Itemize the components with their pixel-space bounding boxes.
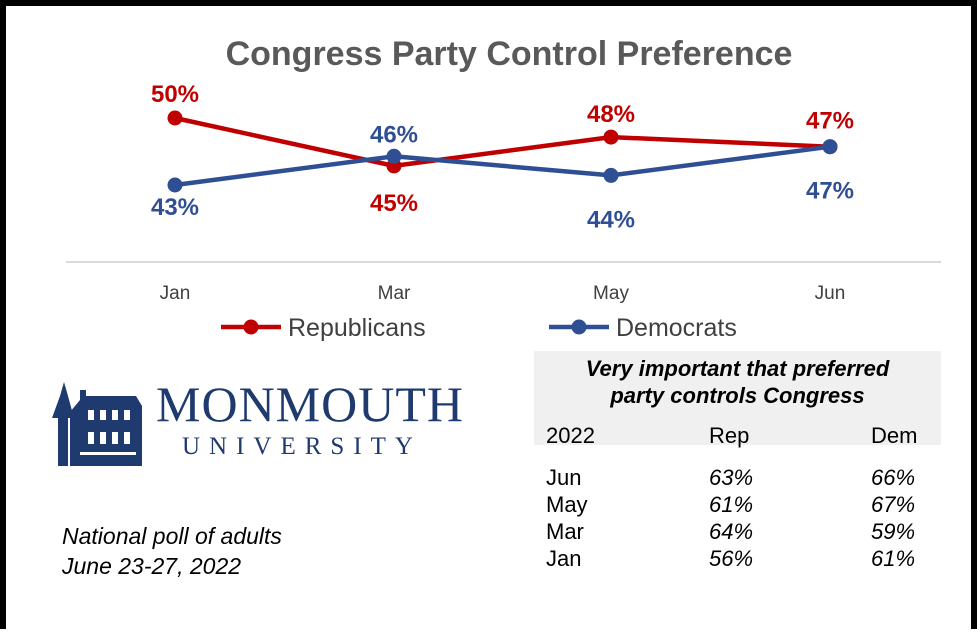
legend: Republicans Democrats xyxy=(221,314,737,342)
democrats-point-mar xyxy=(386,148,402,164)
legend-label-republicans: Republicans xyxy=(288,314,426,342)
republicans-label-mar: 45% xyxy=(370,190,418,217)
header-dem: Dem xyxy=(871,423,918,448)
row-dem: 66% xyxy=(871,465,916,490)
democrats-point-may xyxy=(603,167,619,183)
logo-subtitle: UNIVERSITY xyxy=(182,433,422,460)
row-month: Jun xyxy=(546,465,582,490)
table-header-panel: Very important that preferred party cont… xyxy=(534,351,941,445)
header-rep: Rep xyxy=(709,423,750,448)
x-axis-ticks: Jan Mar May Jun xyxy=(160,283,846,304)
row-rep: 64% xyxy=(709,519,754,544)
republicans-point-jan xyxy=(167,110,183,126)
x-tick-label-jun: Jun xyxy=(815,283,846,304)
table-header-row: 2022 Rep Dem xyxy=(546,423,936,449)
republicans-point-may xyxy=(603,129,619,145)
legend-marker-democrats xyxy=(571,319,587,335)
header-year: 2022 xyxy=(546,423,595,448)
series-line-republicans xyxy=(172,115,833,169)
logo-wordmark: MONMOUTH xyxy=(156,376,464,432)
monmouth-logo: MONMOUTH UNIVERSITY xyxy=(50,376,470,468)
x-tick-label-mar: Mar xyxy=(378,283,411,304)
row-rep: 61% xyxy=(709,492,754,517)
table-row: May 61% 67% xyxy=(546,492,936,518)
democrats-point-jun xyxy=(822,139,838,155)
x-tick-label-may: May xyxy=(593,283,629,304)
democrats-point-jan xyxy=(167,177,183,193)
legend-marker-republicans xyxy=(243,319,259,335)
chart-title: Congress Party Control Preference xyxy=(226,35,793,73)
table-title-line2: party controls Congress xyxy=(610,383,865,408)
row-dem: 59% xyxy=(871,519,916,544)
row-dem: 67% xyxy=(871,492,916,517)
democrats-label-jan: 43% xyxy=(151,194,199,221)
table-row: Jan 56% 61% xyxy=(546,546,936,572)
row-month: Mar xyxy=(546,519,584,544)
footnote-dates: June 23-27, 2022 xyxy=(62,553,242,579)
row-rep: 56% xyxy=(709,546,754,571)
republicans-label-jan: 50% xyxy=(151,81,199,108)
democrats-label-mar: 46% xyxy=(370,121,418,148)
series-line-democrats xyxy=(172,144,833,188)
row-dem: 61% xyxy=(871,546,916,571)
data-labels: 50% 45% 48% 47% 43% 46% 44% 47% xyxy=(151,81,854,233)
table-row: Mar 64% 59% xyxy=(546,519,936,545)
series-layer xyxy=(167,110,838,193)
x-tick-label-jan: Jan xyxy=(160,283,191,304)
row-rep: 63% xyxy=(709,465,754,490)
building-icon xyxy=(52,382,142,466)
democrats-label-jun: 47% xyxy=(806,178,854,205)
footnote-poll: National poll of adults xyxy=(62,523,282,549)
table-title: Very important that preferred party cont… xyxy=(534,355,941,409)
republicans-label-may: 48% xyxy=(587,101,635,128)
table-title-line1: Very important that preferred xyxy=(585,356,890,381)
legend-label-democrats: Democrats xyxy=(616,314,737,342)
republicans-label-jun: 47% xyxy=(806,108,854,135)
line-chart: Congress Party Control Preference Jan Mar… xyxy=(66,35,941,342)
table-row: Jun 63% 66% xyxy=(546,465,936,491)
row-month: May xyxy=(546,492,588,517)
democrats-label-may: 44% xyxy=(587,206,635,233)
row-month: Jan xyxy=(546,546,582,571)
